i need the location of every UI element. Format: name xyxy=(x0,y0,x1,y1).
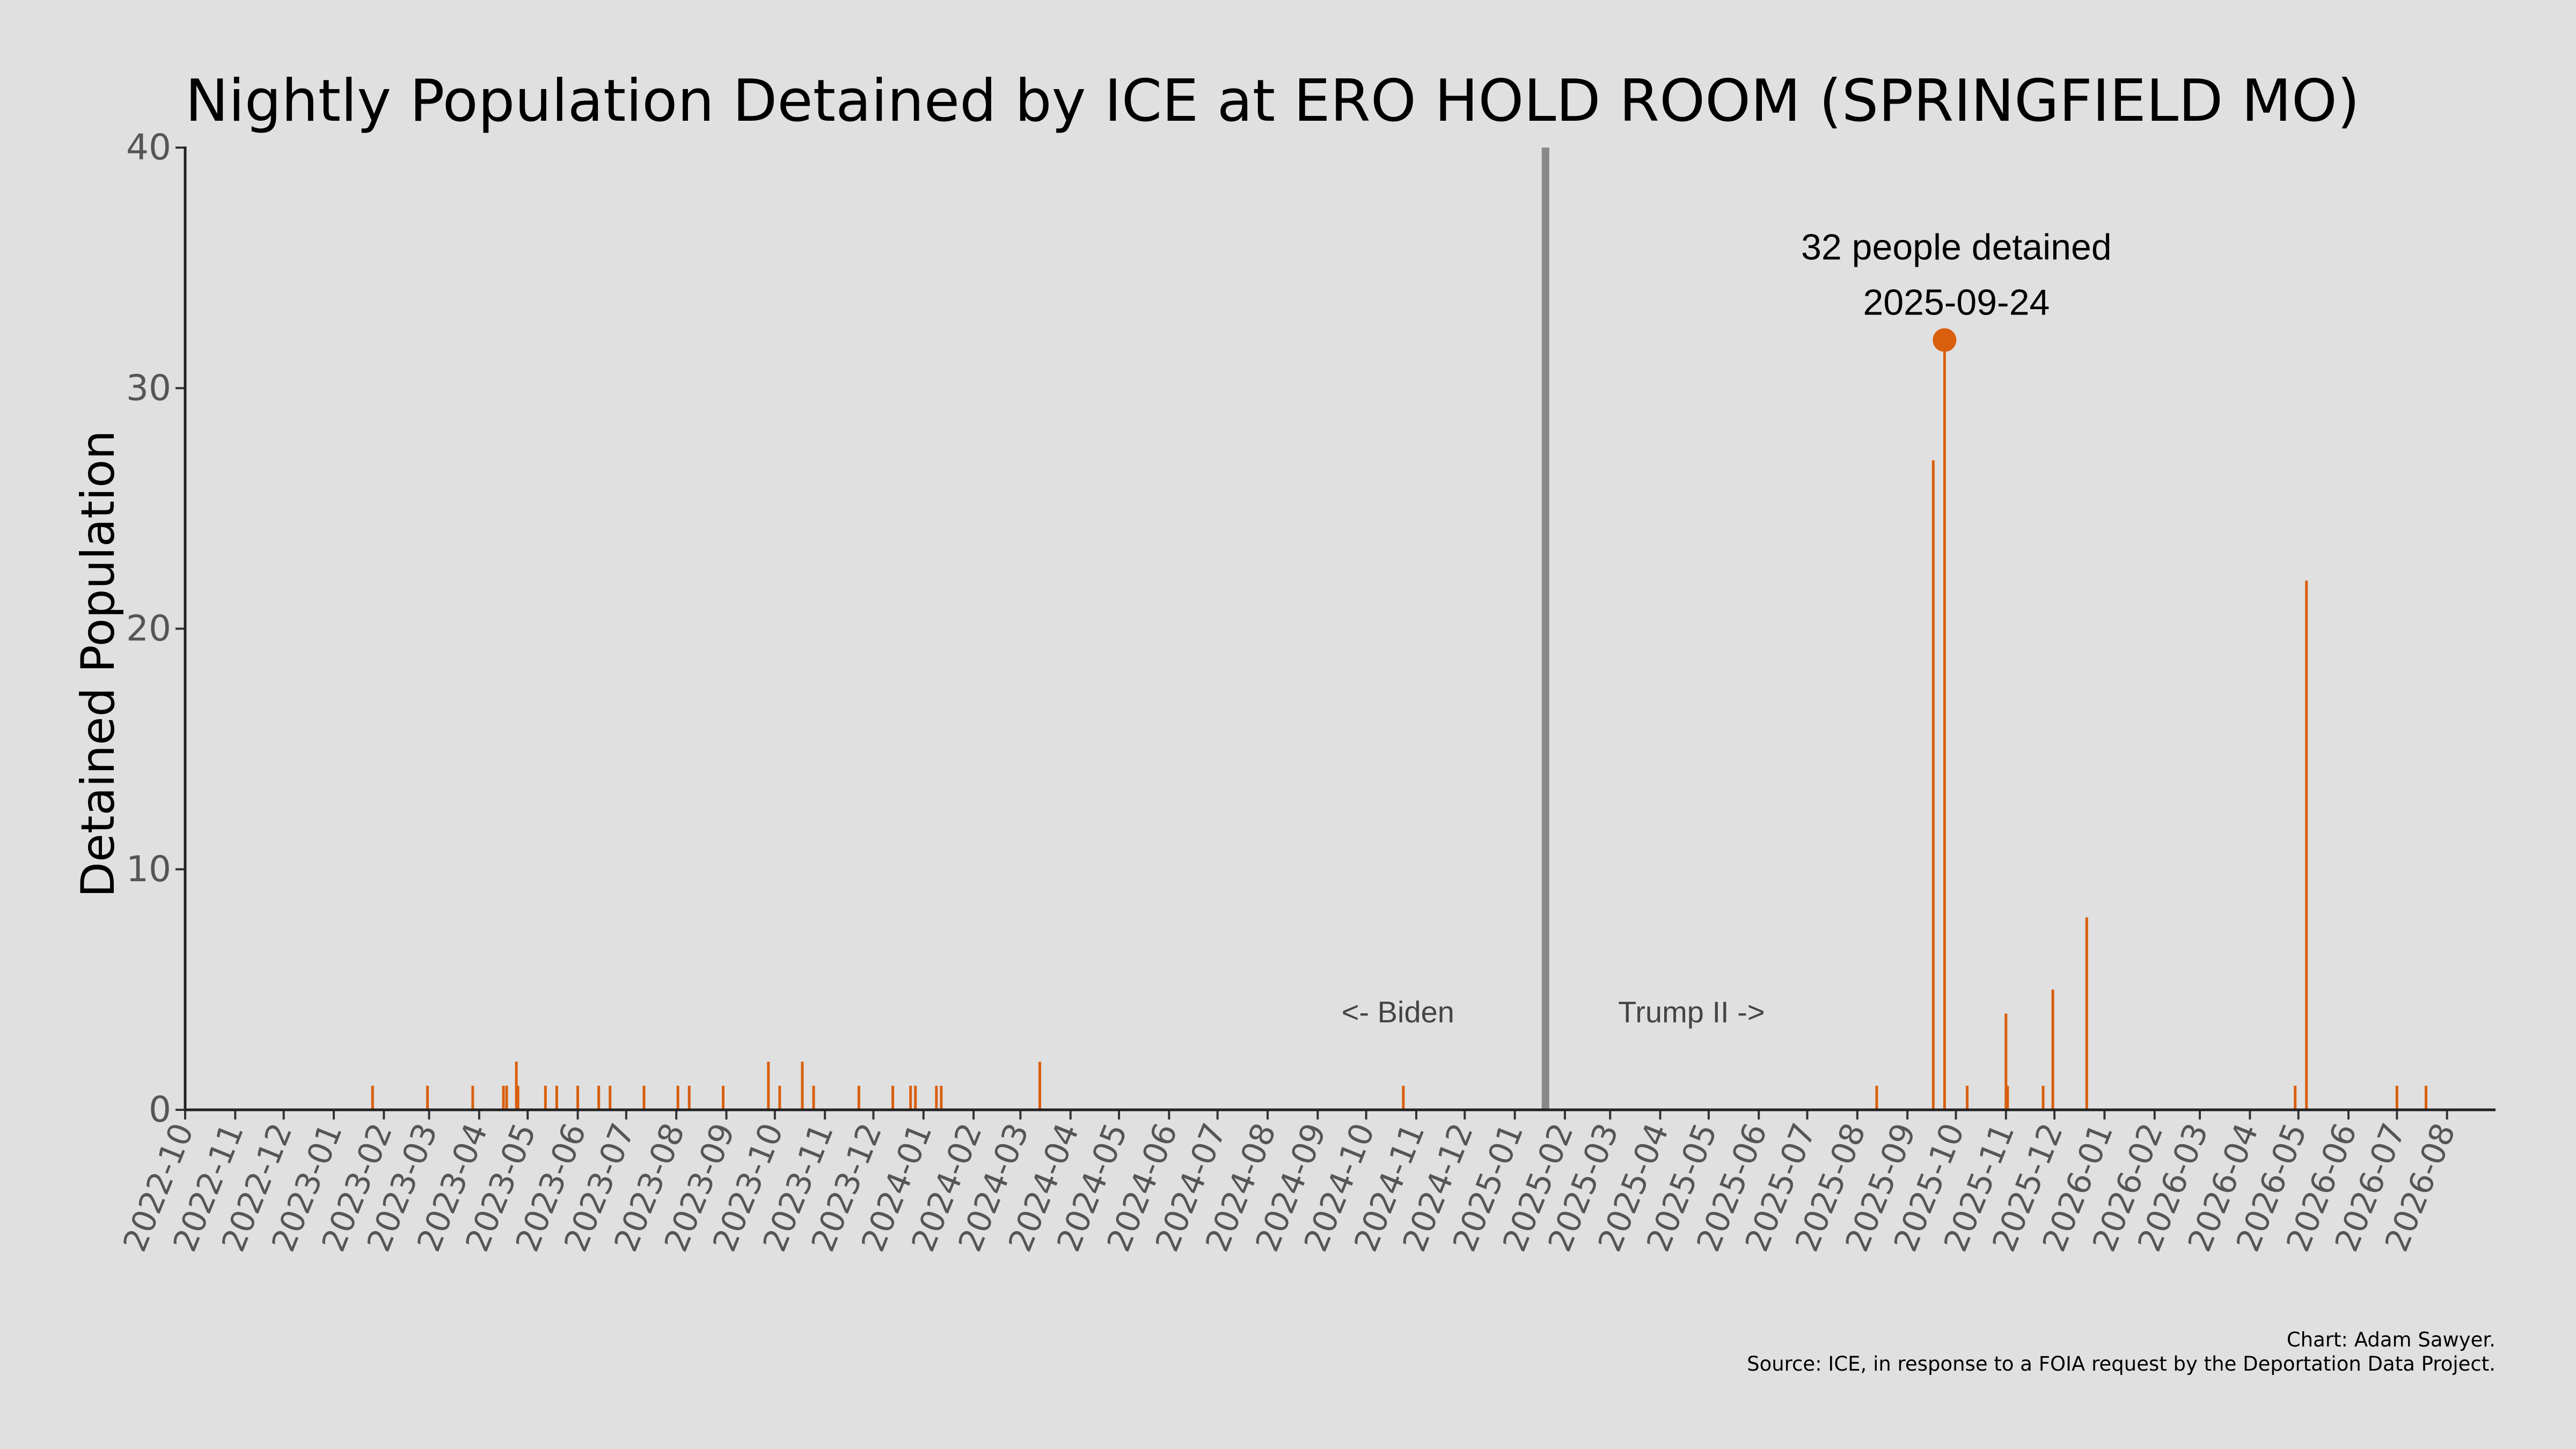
bars xyxy=(371,340,2428,1110)
bar xyxy=(1966,1086,1969,1110)
bar xyxy=(2425,1086,2428,1110)
bar xyxy=(1943,340,1946,1110)
bar xyxy=(2041,1086,2045,1110)
chart-title: Nightly Population Detained by ICE at ER… xyxy=(185,68,2360,135)
bar xyxy=(1038,1062,1042,1110)
bar xyxy=(597,1086,601,1110)
peak-marker xyxy=(1933,328,1957,352)
bar xyxy=(505,1086,508,1110)
y-tick-label: 10 xyxy=(126,848,171,890)
bar xyxy=(609,1086,612,1110)
bar xyxy=(426,1086,429,1110)
bar xyxy=(2294,1086,2297,1110)
bar xyxy=(940,1086,943,1110)
y-tick-label: 20 xyxy=(126,608,171,649)
bar xyxy=(371,1086,374,1110)
chart-credit: Chart: Adam Sawyer. xyxy=(2287,1328,2496,1351)
axes-lines xyxy=(184,147,2496,1111)
bar xyxy=(687,1086,691,1110)
bar xyxy=(2006,1086,2009,1110)
bar xyxy=(1875,1086,1878,1110)
peak-annotation-date: 2025-09-24 xyxy=(1863,282,2050,323)
x-axis: 2022-102022-112022-122023-012023-022023-… xyxy=(116,1110,2463,1257)
bar xyxy=(1931,460,1935,1110)
bar xyxy=(914,1086,917,1110)
bar xyxy=(502,1086,505,1110)
bar xyxy=(857,1086,860,1110)
bar xyxy=(515,1062,518,1110)
y-tick-label: 40 xyxy=(126,127,171,168)
bar xyxy=(516,1086,519,1110)
chart-source: Source: ICE, in response to a FOIA reque… xyxy=(1747,1352,2496,1375)
bar xyxy=(891,1086,895,1110)
bar xyxy=(1402,1086,1405,1110)
y-axis: 0 10 20 30 40 xyxy=(126,127,185,1130)
bar xyxy=(767,1062,770,1110)
bar xyxy=(642,1086,646,1110)
bar xyxy=(909,1086,912,1110)
bar xyxy=(544,1086,547,1110)
y-tick-label: 0 xyxy=(149,1089,171,1130)
bar xyxy=(471,1086,474,1110)
peak-annotation-count: 32 people detained xyxy=(1801,227,2112,268)
bar xyxy=(2395,1086,2398,1110)
bar xyxy=(2085,917,2088,1110)
bar xyxy=(801,1062,804,1110)
bar xyxy=(2051,989,2054,1110)
bar xyxy=(555,1086,558,1110)
bar xyxy=(576,1086,580,1110)
bar xyxy=(2004,1013,2008,1110)
bar xyxy=(676,1086,679,1110)
biden-era-label: <- Biden xyxy=(1342,995,1454,1029)
y-tick-label: 30 xyxy=(126,367,171,408)
bar xyxy=(721,1086,724,1110)
bar xyxy=(2305,580,2308,1110)
trump-era-label: Trump II -> xyxy=(1618,995,1765,1029)
bar xyxy=(778,1086,781,1110)
y-axis-label: Detained Population xyxy=(71,430,125,898)
bar xyxy=(935,1086,938,1110)
bar xyxy=(812,1086,815,1110)
